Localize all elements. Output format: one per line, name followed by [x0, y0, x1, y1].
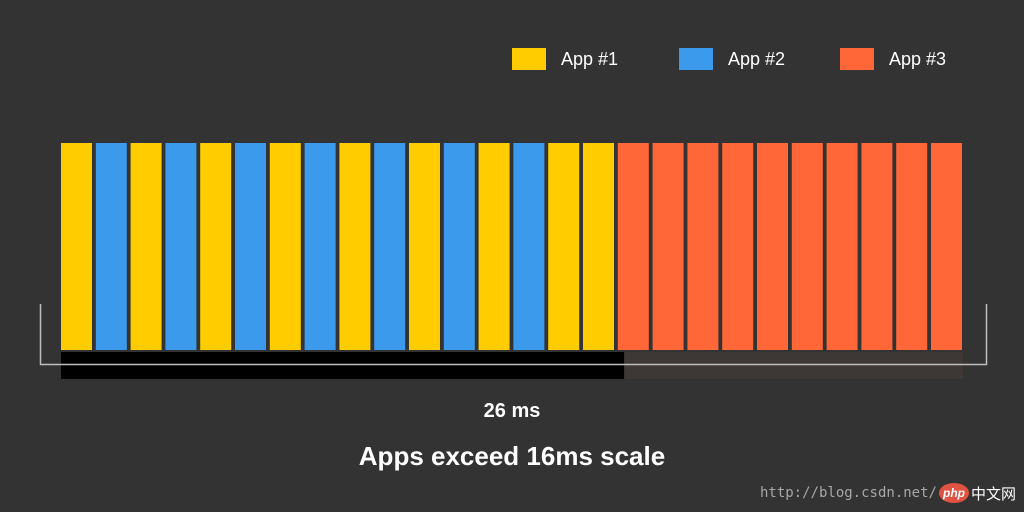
- frame-bar-12: [443, 143, 475, 350]
- frame-bar-26: [931, 143, 962, 350]
- watermark: http://blog.csdn.net/ php 中文网: [760, 481, 1016, 505]
- duration-label: 26 ms: [483, 400, 541, 422]
- frame-bar-6: [235, 143, 266, 350]
- frame-bar-10: [374, 143, 406, 350]
- frame-bar-25: [896, 143, 928, 350]
- legend-item-app2: App #2: [679, 48, 785, 70]
- frame-bar-1: [61, 143, 92, 350]
- legend-swatch-app3: [840, 48, 874, 70]
- timeline-bracket: [39, 304, 988, 366]
- legend-item-app1: App #1: [512, 48, 618, 70]
- frame-bar-24: [861, 143, 893, 350]
- frame-bar-22: [791, 143, 823, 350]
- frame-bar-11: [409, 143, 440, 350]
- frame-bar-14: [513, 143, 545, 350]
- frame-bar-9: [339, 143, 371, 350]
- frame-bar-4: [165, 143, 197, 350]
- frame-bar-2: [95, 143, 127, 350]
- legend-label-app3: App #3: [889, 48, 947, 69]
- frame-bar-15: [548, 143, 580, 350]
- legend-label-app2: App #2: [728, 48, 786, 69]
- legend-swatch-app2: [679, 48, 713, 70]
- frame-bar-7: [269, 143, 301, 350]
- frame-bar-17: [617, 143, 649, 350]
- frame-bar-16: [583, 143, 614, 350]
- frame-bar-13: [478, 143, 510, 350]
- watermark-logo-text: php: [938, 483, 969, 503]
- frame-timeline: [39, 143, 988, 379]
- frame-bar-20: [722, 143, 754, 350]
- legend-label-app1: App #1: [561, 48, 619, 69]
- legend-swatch-app1: [512, 48, 546, 70]
- watermark-url: http://blog.csdn.net/: [759, 485, 937, 501]
- frame-bar-18: [652, 143, 684, 350]
- timeline-overflow-bar: [624, 352, 963, 379]
- php-logo-icon: php 中文网: [938, 483, 1016, 504]
- watermark-logo-cn: 中文网: [970, 484, 1016, 503]
- timeline-budget-bar: [61, 352, 625, 379]
- frame-bar-23: [826, 143, 858, 350]
- legend-item-app3: App #3: [840, 48, 946, 70]
- diagram-caption: Apps exceed 16ms scale: [358, 441, 666, 471]
- frame-bar-19: [687, 143, 719, 350]
- frame-bar-3: [130, 143, 162, 350]
- frame-bar-8: [304, 143, 336, 350]
- frame-bar-5: [200, 143, 232, 350]
- frame-bar-21: [757, 143, 788, 350]
